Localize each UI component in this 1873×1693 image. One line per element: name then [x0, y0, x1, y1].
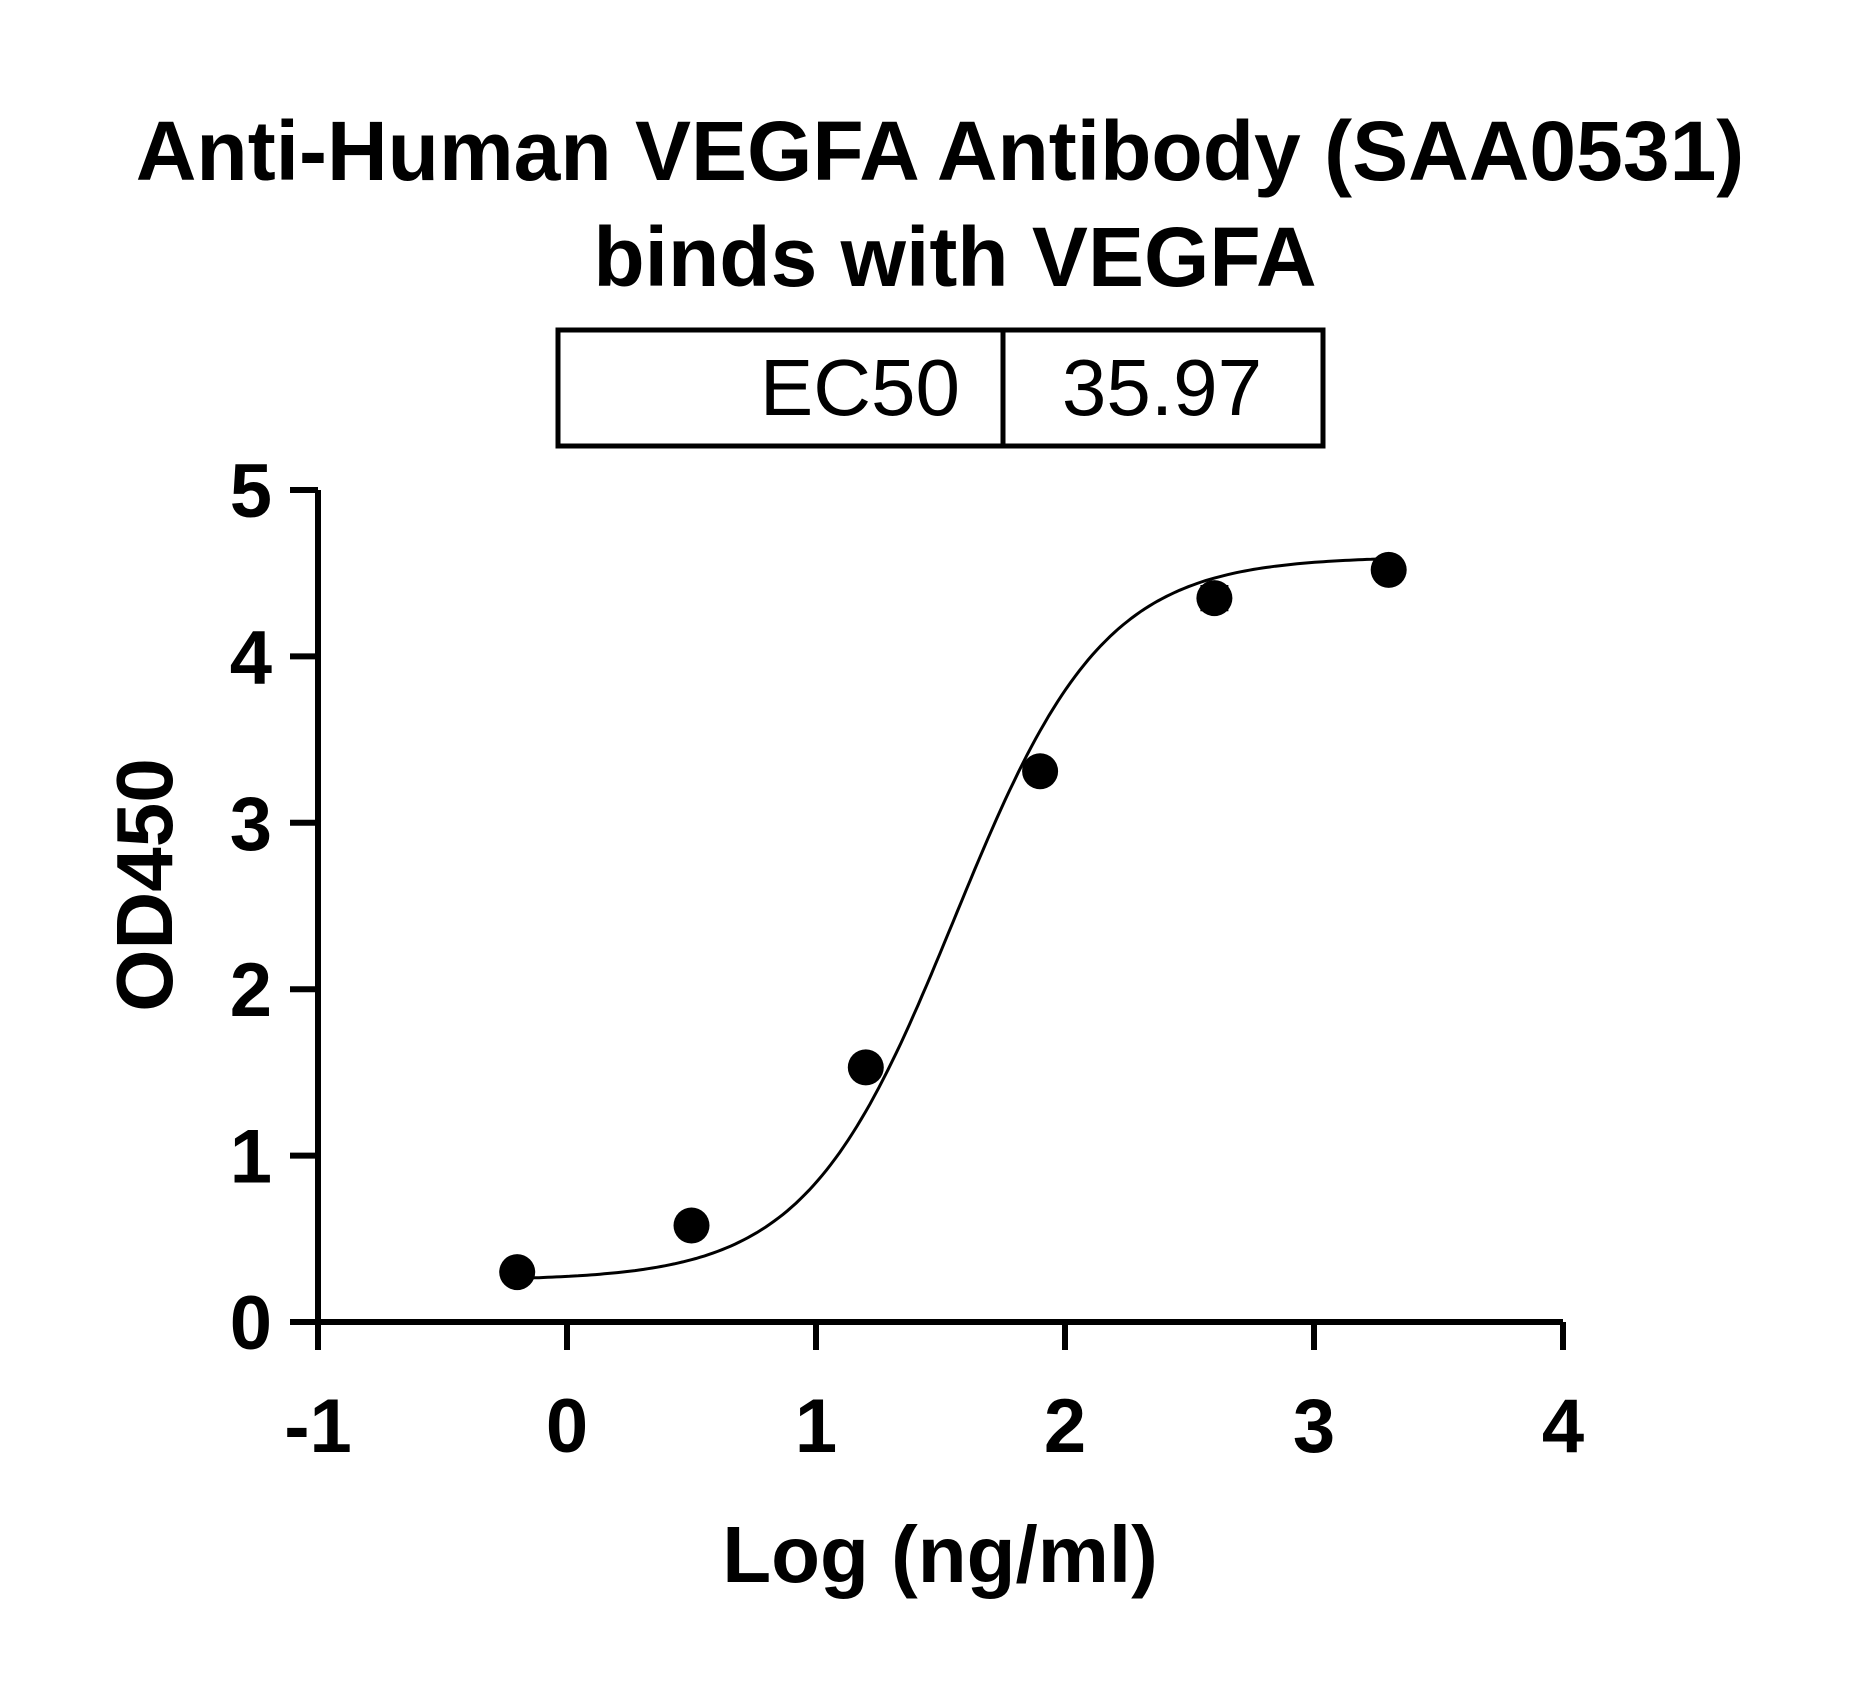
ec50-value: 35.97 — [1062, 343, 1262, 432]
data-point — [847, 1049, 884, 1086]
chart-title: Anti-Human VEGFA Antibody (SAA0531) — [136, 104, 1745, 198]
x-axis-label: Log (ng/ml) — [722, 1510, 1157, 1599]
data-point — [1370, 551, 1407, 588]
chart-subtitle: binds with VEGFA — [593, 210, 1316, 304]
data-point — [1022, 753, 1059, 790]
y-tick-label: 4 — [230, 615, 272, 700]
data-point — [673, 1207, 710, 1244]
ec50-table: EC50 35.97 — [555, 327, 1326, 449]
x-tick-label: 3 — [1293, 1384, 1335, 1469]
x-tick-label: -1 — [284, 1384, 352, 1469]
y-tick-label: 2 — [230, 948, 272, 1033]
y-axis-label: OD450 — [100, 758, 189, 1011]
x-tick-label: 2 — [1044, 1384, 1086, 1469]
data-point — [499, 1254, 536, 1291]
y-tick-label: 1 — [230, 1115, 272, 1200]
y-tick-label: 0 — [230, 1281, 272, 1366]
x-tick-label: 0 — [546, 1384, 588, 1469]
ec50-table-border — [555, 327, 1326, 449]
y-tick-label: 5 — [230, 449, 272, 534]
x-tick-label: 1 — [795, 1384, 837, 1469]
data-points-layer — [499, 551, 1407, 1291]
fit-curve-layer — [517, 557, 1389, 1280]
fit-curve — [517, 557, 1389, 1280]
x-tick-label: 4 — [1542, 1384, 1584, 1469]
data-point — [1196, 580, 1233, 617]
ec50-label: EC50 — [760, 343, 960, 432]
y-tick-label: 3 — [230, 782, 272, 867]
